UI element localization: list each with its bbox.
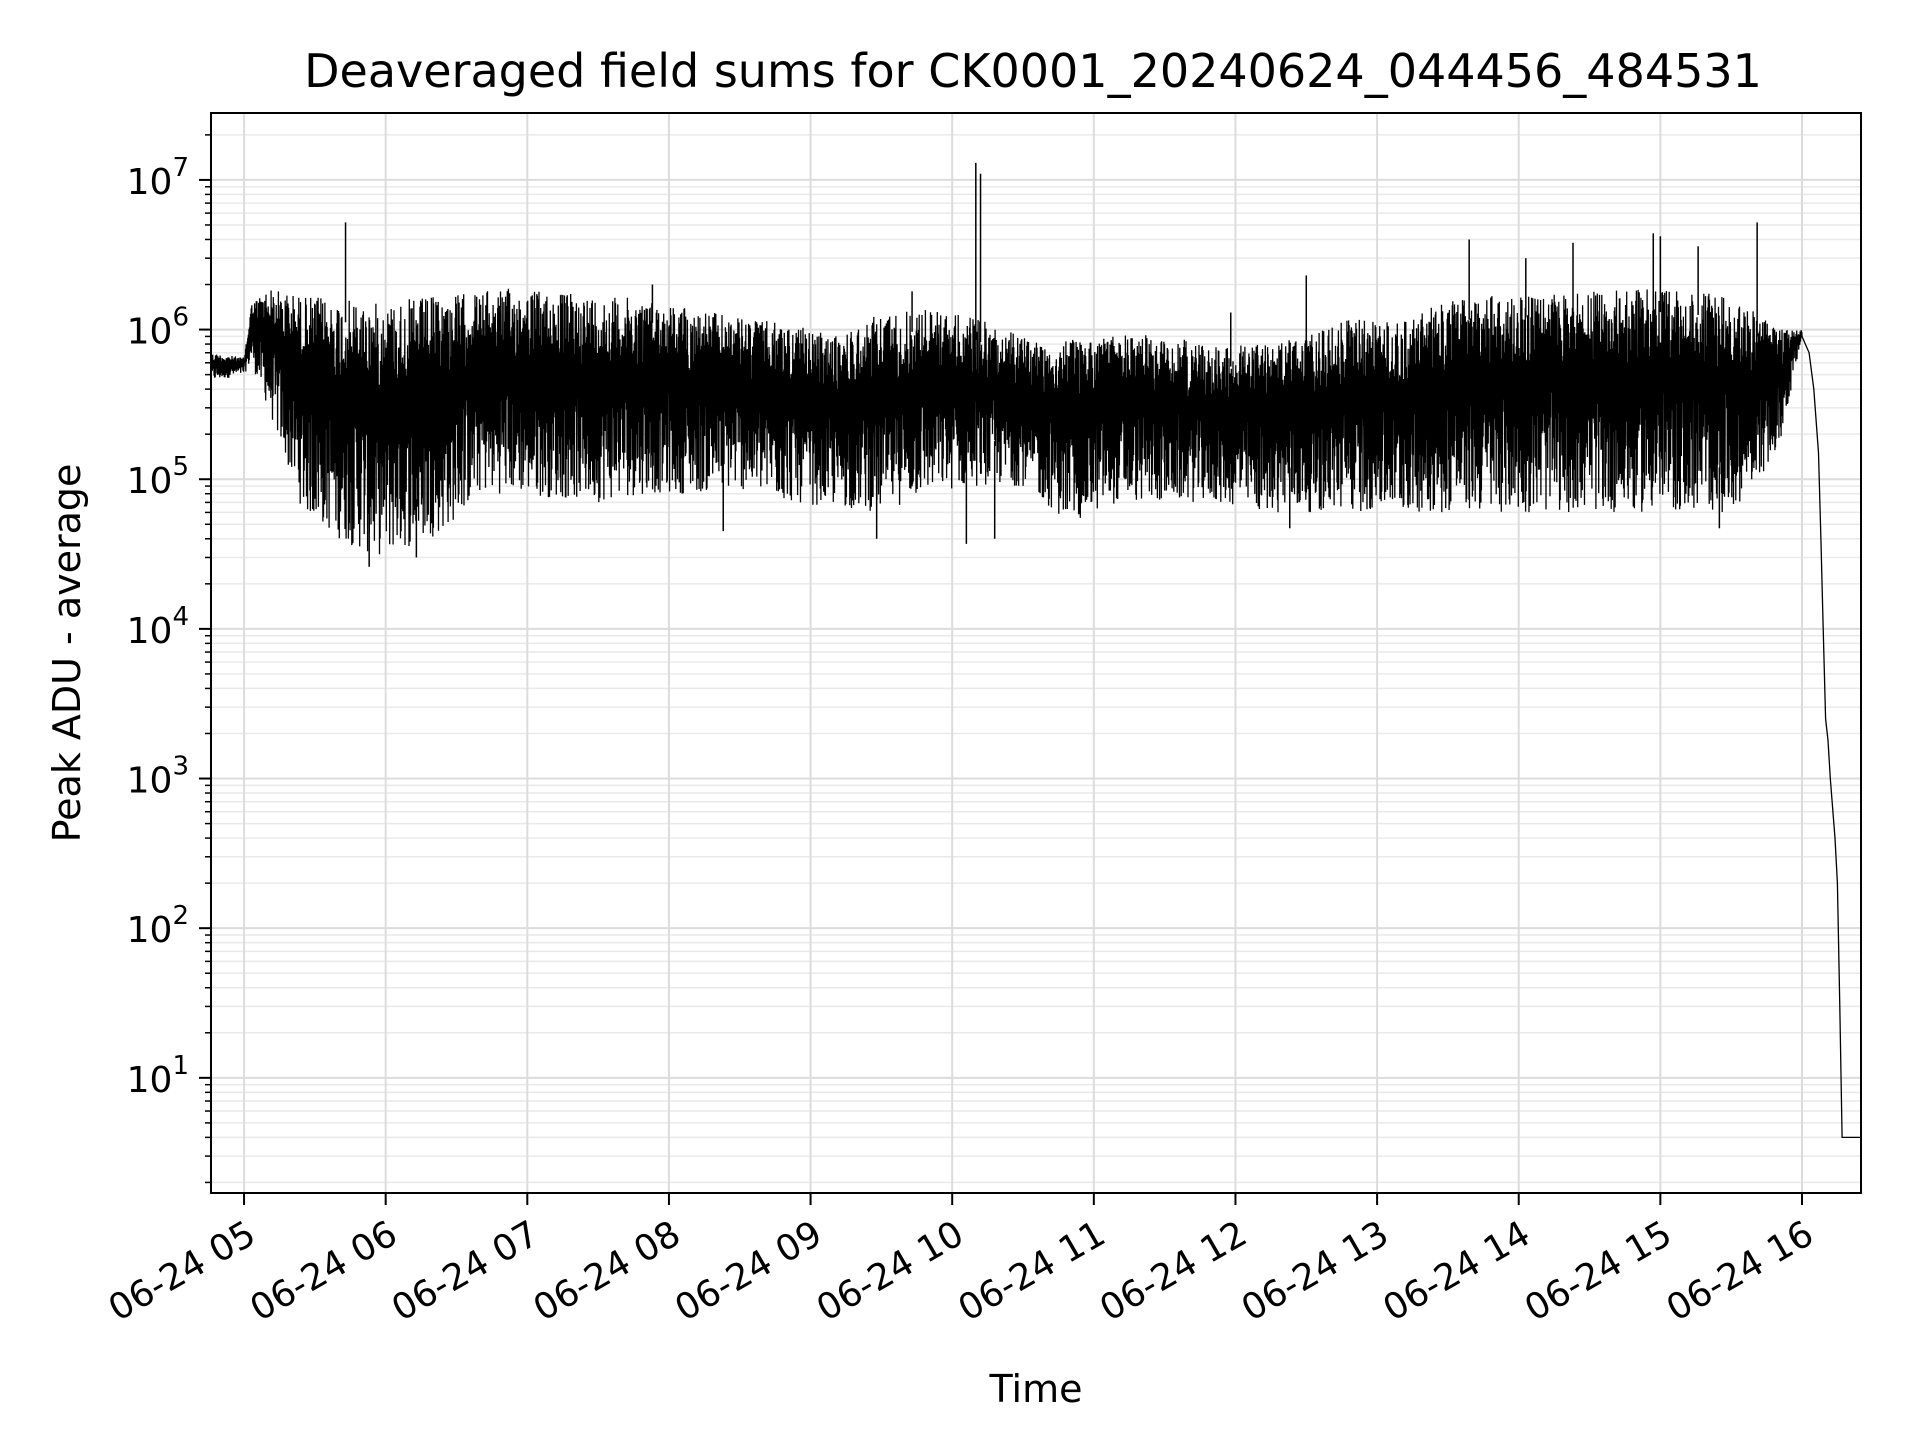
chart-title: Deaveraged field sums for CK0001_2024062…	[304, 44, 1762, 98]
series-trace	[210, 288, 1861, 1139]
y-tick-label: 103	[127, 752, 189, 802]
grid-lines	[211, 113, 1861, 1193]
y-tick-label: 101	[127, 1051, 189, 1101]
x-axis-label: Time	[989, 1367, 1083, 1411]
y-tick-label: 104	[127, 602, 189, 652]
y-tick-label: 102	[127, 901, 189, 951]
y-axis: 101 102 103 104 105 106 107	[127, 134, 211, 1184]
series-line	[210, 162, 1861, 1139]
plot-frame	[210, 112, 1862, 1194]
y-tick-label: 106	[127, 303, 189, 353]
y-tick-label: 105	[127, 452, 189, 502]
y-axis-label: Peak ADU - average	[45, 464, 89, 843]
y-tick-label: 107	[127, 153, 189, 203]
